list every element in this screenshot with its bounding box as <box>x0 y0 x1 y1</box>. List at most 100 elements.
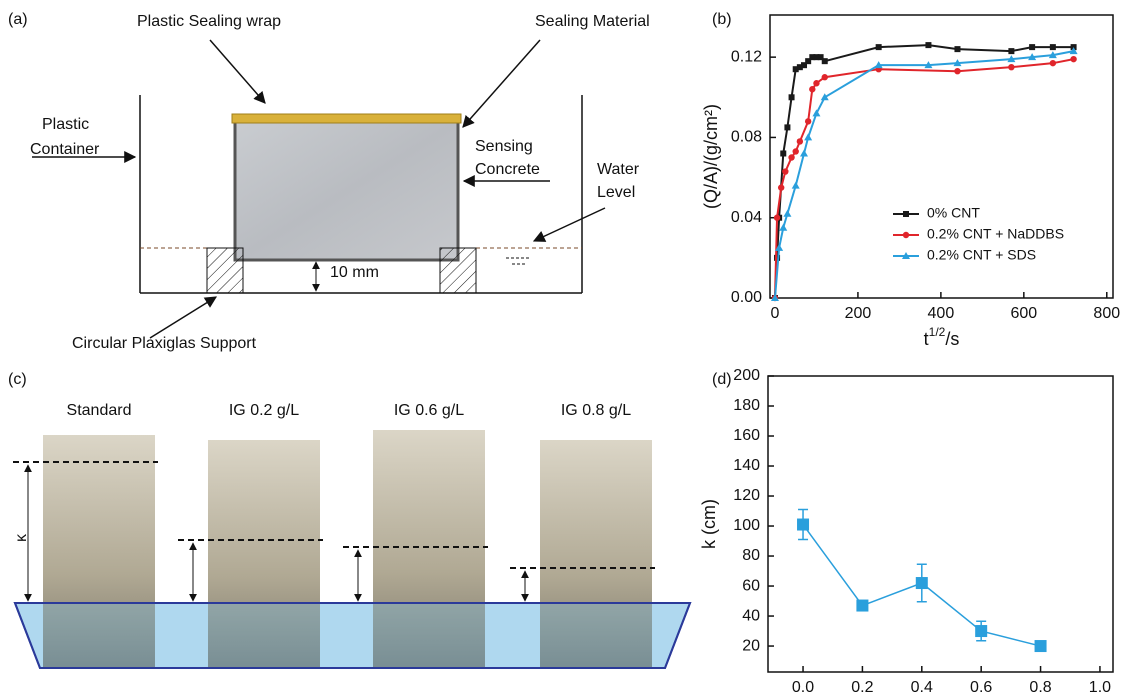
water-front <box>15 603 690 668</box>
marker <box>812 109 820 116</box>
y-tick-label: 80 <box>742 547 760 564</box>
x-tick-label: 0.8 <box>1029 679 1051 695</box>
marker <box>821 93 829 100</box>
support <box>207 248 243 293</box>
label: Sealing Material <box>535 13 650 30</box>
marker <box>1050 44 1056 50</box>
x-tick-label: 800 <box>1093 305 1120 322</box>
marker <box>774 215 780 221</box>
sealing <box>232 114 461 123</box>
y-tick-label: 0.04 <box>731 209 762 226</box>
legend-label: 0.2% CNT + SDS <box>927 247 1036 263</box>
marker <box>954 68 960 74</box>
x-tick-label: 400 <box>928 305 955 322</box>
marker <box>856 600 868 612</box>
label: Concrete <box>475 161 540 178</box>
sample-label: Standard <box>67 402 132 419</box>
kappa: κ <box>13 533 30 542</box>
marker <box>797 138 803 144</box>
marker <box>1035 640 1047 652</box>
panel-label: (c) <box>8 371 27 388</box>
label: Plastic <box>42 116 89 133</box>
marker <box>954 46 960 52</box>
x-tick-label: 0.6 <box>970 679 992 695</box>
x-tick-label: 600 <box>1010 305 1037 322</box>
x-tick-label: 0.0 <box>792 679 814 695</box>
x-axis-label-part: /s <box>945 329 959 349</box>
x-tick-label: 200 <box>845 305 872 322</box>
marker <box>1008 48 1014 54</box>
y-tick-label: 160 <box>733 427 760 444</box>
legend-label: 0% CNT <box>927 205 980 221</box>
panel-a: (a) Plastic Sealing wrap Sealing Materia… <box>8 11 650 352</box>
marker <box>792 182 800 189</box>
y-tick-label: 180 <box>733 397 760 414</box>
marker <box>1050 60 1056 66</box>
marker <box>783 210 791 217</box>
legend-marker <box>903 232 909 238</box>
marker <box>804 133 812 140</box>
x-tick-label: 0.2 <box>851 679 873 695</box>
marker <box>780 150 786 156</box>
x-tick-label: 1.0 <box>1089 679 1111 695</box>
panel-label: (a) <box>8 11 28 28</box>
marker <box>779 224 787 231</box>
marker <box>784 124 790 130</box>
marker <box>800 149 808 156</box>
x-axis-label: t1/2/s <box>924 325 960 349</box>
y-tick-label: 200 <box>733 367 760 384</box>
marker <box>788 154 794 160</box>
marker <box>1070 56 1076 62</box>
label: Container <box>30 141 100 158</box>
marker <box>809 86 815 92</box>
y-tick-label: 0.12 <box>731 48 762 65</box>
label: Water <box>597 161 640 178</box>
y-axis-label: k (cm) <box>699 499 719 549</box>
figure: (a) Plastic Sealing wrap Sealing Materia… <box>0 0 1129 695</box>
marker <box>822 58 828 64</box>
marker <box>822 74 828 80</box>
y-tick-label: 0.00 <box>731 289 762 306</box>
label: 10 mm <box>330 264 379 281</box>
marker <box>789 94 795 100</box>
legend-marker <box>903 211 909 217</box>
marker <box>797 519 809 531</box>
sample-label: IG 0.8 g/L <box>561 402 631 419</box>
x-axis-label-part: 1/2 <box>929 325 946 339</box>
marker <box>925 42 931 48</box>
y-tick-label: 100 <box>733 517 760 534</box>
marker <box>782 168 788 174</box>
panel-label: (d) <box>712 371 732 388</box>
support <box>440 248 476 293</box>
marker <box>793 148 799 154</box>
sample-label: IG 0.6 g/L <box>394 402 464 419</box>
y-tick-label: 140 <box>733 457 760 474</box>
y-tick-label: 40 <box>742 607 760 624</box>
y-tick-label: 20 <box>742 637 760 654</box>
marker <box>1029 44 1035 50</box>
concrete <box>235 122 458 260</box>
label: Plastic Sealing wrap <box>137 13 281 30</box>
label: Sensing <box>475 138 533 155</box>
page: (a) Plastic Sealing wrap Sealing Materia… <box>0 0 1129 700</box>
y-tick-label: 0.08 <box>731 129 762 146</box>
panel-c: (c) Standard IG 0.2 g/L IG 0.6 g/L IG 0.8 g… <box>8 371 690 668</box>
marker <box>975 625 987 637</box>
y-tick-label: 120 <box>733 487 760 504</box>
marker <box>916 577 928 589</box>
marker <box>876 44 882 50</box>
legend-label: 0.2% CNT + NaDDBS <box>927 226 1064 242</box>
marker <box>1008 64 1014 70</box>
panel-label: (b) <box>712 11 732 28</box>
x-tick-label: 0.4 <box>911 679 933 695</box>
y-tick-label: 60 <box>742 577 760 594</box>
marker <box>805 118 811 124</box>
marker <box>813 80 819 86</box>
y-axis-label: (Q/A)/(g/cm²) <box>701 104 721 209</box>
label: Circular Plaxiglas Support <box>72 335 257 352</box>
plot-frame <box>768 376 1113 672</box>
label: Level <box>597 184 635 201</box>
marker <box>778 184 784 190</box>
x-tick-label: 0 <box>771 305 780 322</box>
sample-label: IG 0.2 g/L <box>229 402 299 419</box>
